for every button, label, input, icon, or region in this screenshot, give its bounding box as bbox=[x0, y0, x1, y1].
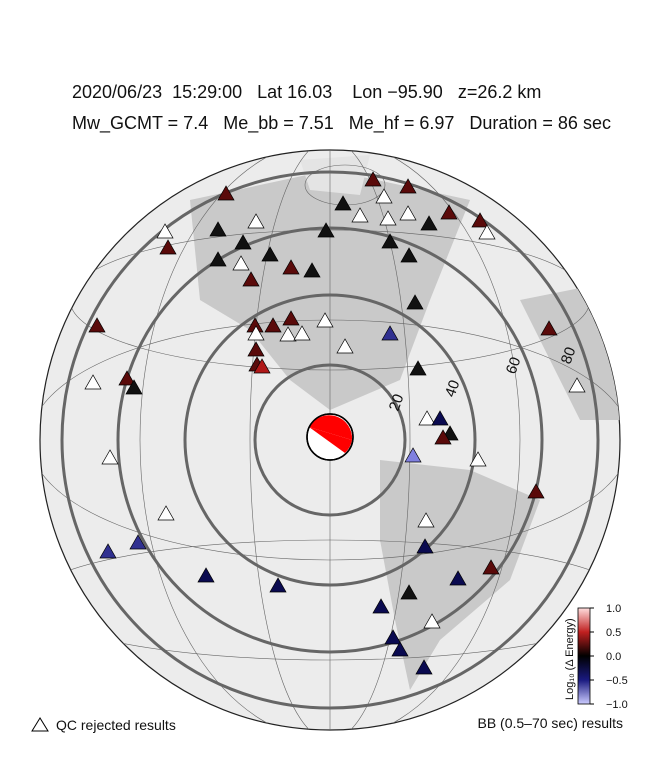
station bbox=[336, 338, 354, 354]
station bbox=[404, 447, 422, 463]
station bbox=[417, 512, 435, 528]
station bbox=[118, 370, 136, 386]
station bbox=[379, 210, 397, 226]
station bbox=[197, 567, 215, 583]
station bbox=[156, 223, 174, 239]
legend-icon bbox=[31, 717, 49, 732]
station bbox=[157, 505, 175, 521]
station bbox=[232, 255, 250, 271]
colorbar bbox=[577, 607, 591, 705]
station bbox=[381, 233, 399, 249]
station bbox=[316, 312, 334, 328]
distance-rings bbox=[60, 170, 600, 710]
station bbox=[406, 294, 424, 310]
station bbox=[434, 429, 452, 445]
station bbox=[372, 598, 390, 614]
station bbox=[234, 234, 252, 250]
beachball bbox=[306, 413, 354, 461]
station bbox=[418, 410, 436, 426]
station bbox=[282, 310, 300, 326]
header-line: 2020/06/23 15:29:00 Lat 16.03 Lon −95.90… bbox=[72, 82, 541, 102]
header-line: Mw_GCMT = 7.4 Me_bb = 7.51 Me_hf = 6.97 … bbox=[72, 113, 611, 134]
colorbar-tick-label: 0.5 bbox=[606, 627, 621, 639]
station bbox=[440, 204, 458, 220]
station bbox=[540, 320, 558, 336]
colorbar-tick-label: −1.0 bbox=[606, 699, 628, 711]
station bbox=[364, 171, 382, 187]
station bbox=[209, 221, 227, 237]
station bbox=[247, 213, 265, 229]
station bbox=[159, 239, 177, 255]
station bbox=[431, 410, 449, 426]
station bbox=[84, 374, 102, 390]
station bbox=[415, 659, 433, 675]
colorbar-tick-label: −0.5 bbox=[606, 675, 628, 687]
colorbar-tick-label: 0.0 bbox=[606, 651, 621, 663]
station bbox=[125, 379, 143, 395]
station bbox=[282, 259, 300, 275]
station bbox=[399, 205, 417, 221]
legend-text: QC rejected results bbox=[56, 717, 176, 733]
station bbox=[279, 326, 297, 342]
station bbox=[416, 538, 434, 554]
station bbox=[469, 451, 487, 467]
station bbox=[351, 207, 369, 223]
station bbox=[482, 559, 500, 575]
station bbox=[399, 178, 417, 194]
ring-label: 20 bbox=[386, 392, 408, 413]
station bbox=[400, 247, 418, 263]
station bbox=[209, 251, 227, 267]
station bbox=[303, 262, 321, 278]
station bbox=[99, 543, 117, 559]
ring-label: 60 bbox=[503, 355, 525, 376]
station bbox=[269, 577, 287, 593]
ring-label: 40 bbox=[442, 378, 464, 399]
station bbox=[88, 317, 106, 333]
colorbar-title: Log₁₀ (Δ Energy) bbox=[564, 618, 576, 700]
legend-text: BB (0.5–70 sec) results bbox=[477, 715, 623, 731]
station bbox=[253, 358, 271, 374]
station bbox=[381, 325, 399, 341]
station bbox=[247, 341, 265, 357]
station bbox=[478, 224, 496, 240]
station bbox=[409, 360, 427, 376]
station bbox=[449, 570, 467, 586]
ring-label: 80 bbox=[558, 345, 580, 366]
stations bbox=[84, 171, 586, 675]
station bbox=[391, 641, 409, 657]
station bbox=[527, 483, 545, 499]
station bbox=[568, 377, 586, 393]
station bbox=[217, 185, 235, 201]
station bbox=[471, 212, 489, 228]
station bbox=[242, 271, 260, 287]
station bbox=[261, 246, 279, 262]
station bbox=[129, 534, 147, 550]
station bbox=[247, 325, 265, 341]
station bbox=[400, 584, 418, 600]
station bbox=[375, 188, 393, 204]
station bbox=[317, 222, 335, 238]
station bbox=[420, 215, 438, 231]
station bbox=[264, 317, 282, 333]
station bbox=[334, 195, 352, 211]
station bbox=[423, 613, 441, 629]
station bbox=[384, 629, 402, 645]
colorbar-tick-label: 1.0 bbox=[606, 603, 621, 615]
station bbox=[293, 325, 311, 341]
station bbox=[101, 449, 119, 465]
